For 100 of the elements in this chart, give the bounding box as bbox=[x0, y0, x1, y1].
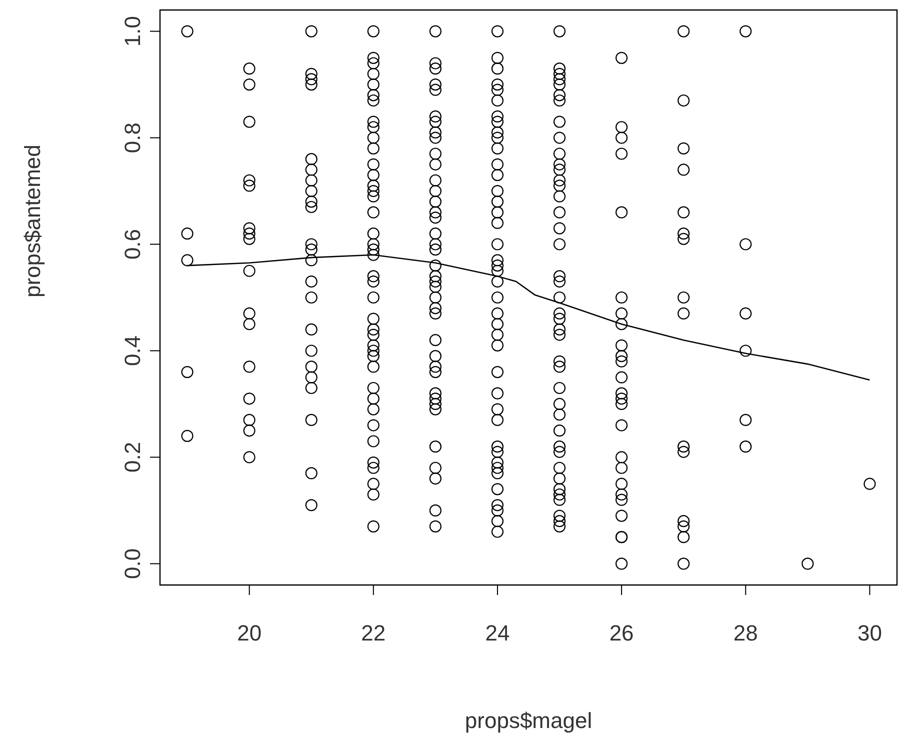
point bbox=[367, 52, 380, 64]
point bbox=[678, 446, 690, 458]
point bbox=[616, 392, 628, 405]
point bbox=[243, 414, 256, 426]
point bbox=[491, 254, 504, 266]
point bbox=[491, 62, 504, 75]
point bbox=[678, 25, 690, 38]
point bbox=[491, 84, 504, 96]
point bbox=[429, 275, 442, 288]
point bbox=[429, 244, 442, 256]
point bbox=[864, 478, 876, 490]
point bbox=[678, 142, 690, 154]
point bbox=[491, 116, 504, 128]
point bbox=[491, 206, 504, 218]
point bbox=[367, 244, 380, 256]
x-axis-title: props$magel bbox=[464, 708, 592, 733]
point bbox=[553, 355, 566, 368]
point bbox=[429, 334, 442, 346]
point bbox=[616, 52, 628, 64]
point bbox=[367, 344, 380, 357]
point bbox=[305, 414, 318, 426]
point bbox=[429, 126, 442, 139]
point bbox=[305, 291, 318, 304]
point bbox=[491, 467, 504, 480]
point bbox=[243, 78, 256, 91]
point bbox=[491, 414, 504, 426]
point bbox=[553, 206, 566, 218]
point bbox=[491, 504, 504, 517]
point bbox=[181, 430, 194, 442]
point bbox=[243, 392, 256, 405]
point bbox=[243, 222, 256, 234]
point bbox=[616, 121, 628, 134]
point bbox=[305, 382, 318, 394]
point bbox=[678, 206, 690, 218]
point bbox=[553, 312, 566, 325]
point bbox=[305, 371, 318, 384]
point bbox=[243, 232, 256, 245]
point bbox=[491, 158, 504, 170]
point bbox=[553, 238, 566, 250]
point bbox=[553, 270, 566, 282]
point bbox=[367, 190, 380, 202]
point bbox=[367, 435, 380, 448]
point bbox=[429, 158, 442, 170]
point bbox=[678, 558, 690, 570]
point bbox=[305, 174, 318, 186]
point bbox=[181, 254, 194, 266]
point bbox=[429, 440, 442, 453]
point bbox=[678, 94, 690, 107]
point bbox=[367, 520, 380, 532]
point bbox=[616, 558, 628, 570]
point bbox=[740, 414, 752, 426]
point bbox=[491, 499, 504, 512]
point bbox=[367, 350, 380, 362]
point bbox=[553, 148, 566, 160]
y-tick-label: 0.0 bbox=[120, 548, 145, 579]
point bbox=[429, 132, 442, 144]
point bbox=[553, 494, 566, 506]
point bbox=[491, 184, 504, 198]
point bbox=[553, 68, 566, 80]
point bbox=[740, 238, 752, 250]
point bbox=[243, 307, 256, 320]
point bbox=[429, 291, 442, 304]
point bbox=[616, 307, 628, 320]
point bbox=[553, 328, 566, 341]
point bbox=[491, 260, 504, 272]
point bbox=[616, 339, 628, 352]
point bbox=[305, 68, 318, 80]
point bbox=[367, 132, 380, 144]
point bbox=[367, 360, 380, 373]
point bbox=[553, 62, 566, 75]
point bbox=[491, 307, 504, 320]
point bbox=[491, 142, 504, 154]
point bbox=[553, 275, 566, 288]
point bbox=[429, 62, 442, 75]
point bbox=[491, 275, 504, 288]
point bbox=[429, 260, 442, 272]
point bbox=[553, 462, 566, 474]
point bbox=[616, 291, 628, 304]
point bbox=[367, 94, 380, 107]
point bbox=[367, 180, 380, 192]
point bbox=[616, 318, 628, 330]
point bbox=[305, 78, 318, 91]
point bbox=[367, 168, 380, 182]
y-axis-title: props$antemed bbox=[20, 144, 45, 298]
point bbox=[740, 25, 752, 38]
point bbox=[367, 142, 380, 154]
x-tick-label: 28 bbox=[733, 620, 758, 646]
point bbox=[491, 387, 504, 400]
point bbox=[305, 275, 318, 288]
point bbox=[305, 499, 318, 512]
point bbox=[616, 510, 628, 522]
point bbox=[616, 488, 628, 501]
point bbox=[491, 403, 504, 416]
point bbox=[616, 451, 628, 464]
point bbox=[429, 110, 442, 123]
point bbox=[429, 25, 442, 38]
point bbox=[429, 398, 442, 410]
point bbox=[367, 78, 380, 91]
point bbox=[491, 328, 504, 341]
point bbox=[305, 25, 318, 38]
